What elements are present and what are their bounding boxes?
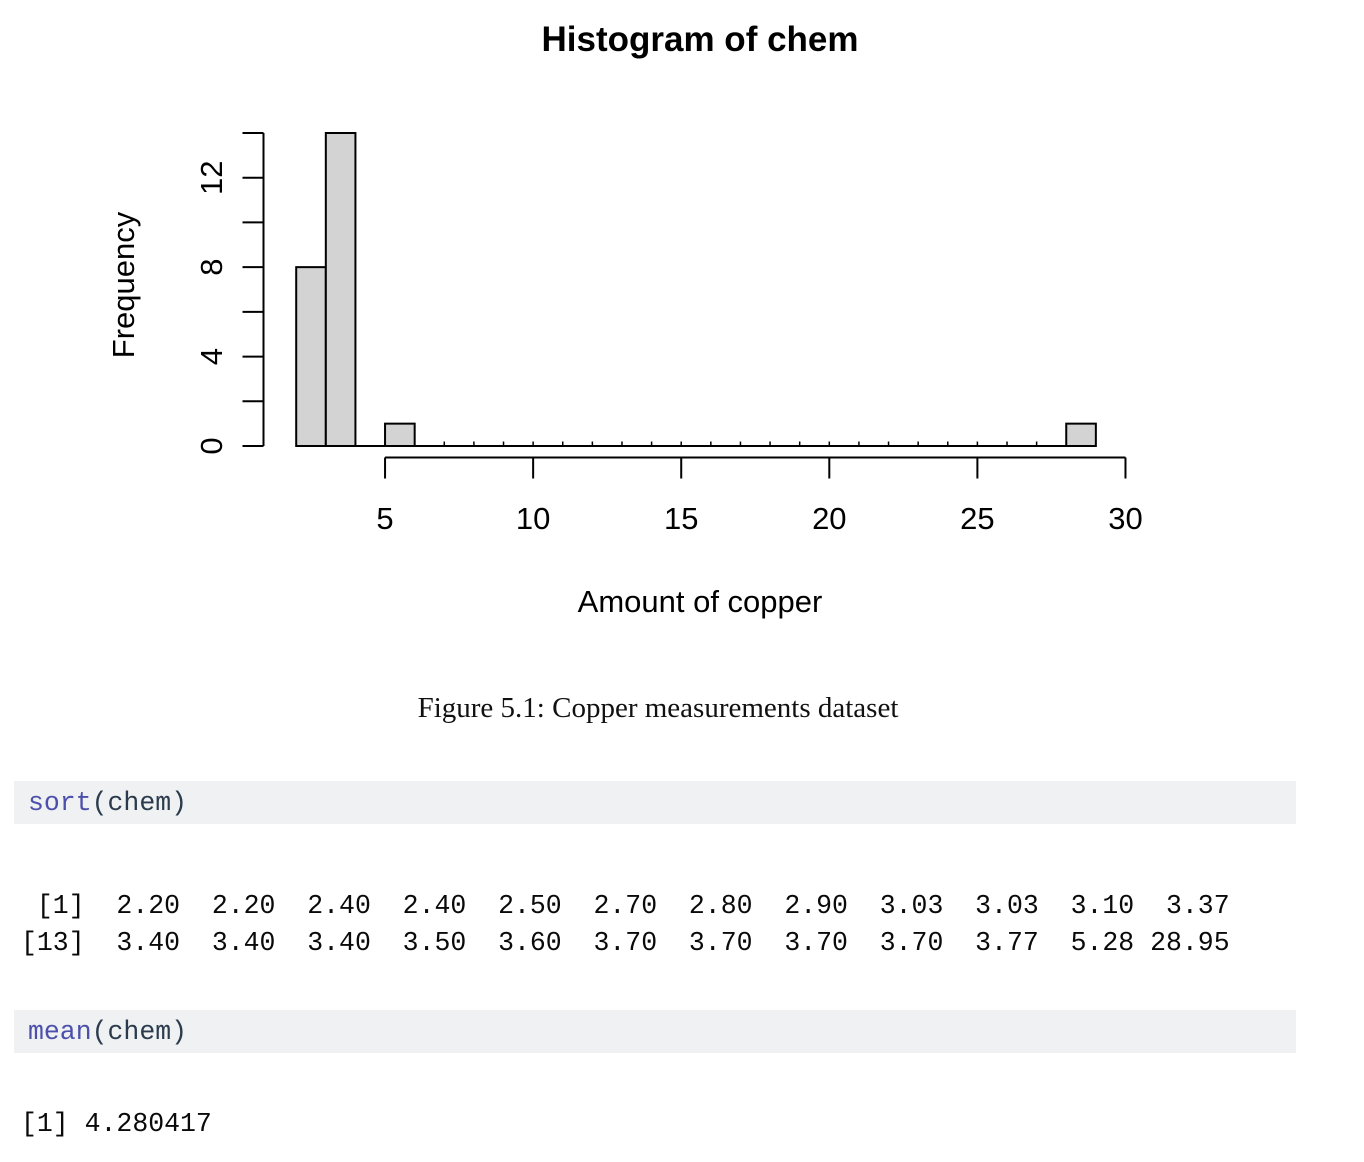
y-tick-label: 4 [194,348,229,365]
console-output-mean: [1] 4.280417 [21,1106,212,1143]
histogram-bar [384,422,416,448]
code-chunk-mean: mean(chem) [14,1010,1296,1053]
x-tick-label: 10 [516,501,550,536]
output-line: [13] 3.40 3.40 3.40 3.50 3.60 3.70 3.70 … [21,928,1230,958]
code-keyword: mean [28,1016,92,1047]
output-line: [1] 4.280417 [21,1109,212,1139]
code-line: sort(chem) [28,788,187,818]
output-line: [1] 2.20 2.20 2.40 2.40 2.50 2.70 2.80 2… [21,891,1230,921]
code-line: mean(chem) [28,1017,187,1047]
x-axis-label: Amount of copper [577,584,823,619]
x-tick-label: 30 [1108,501,1142,536]
histogram-bar [295,266,327,448]
console-output-sort: [1] 2.20 2.20 2.40 2.40 2.50 2.70 2.80 2… [21,888,1230,962]
x-tick-label: 15 [664,501,698,536]
x-tick-label: 5 [376,501,393,536]
histogram-plot: 0 4 8 12 5 10 15 20 25 30 [194,132,1143,536]
y-tick-label: 0 [194,437,229,454]
x-tick-label: 20 [812,501,846,536]
y-axis-label: Frequency [106,211,141,359]
code-rest: (chem) [91,787,188,818]
code-chunk-sort: sort(chem) [14,781,1296,824]
y-tick-label: 12 [194,160,229,194]
code-keyword: sort [28,787,92,818]
chart-title: Histogram of chem [541,20,859,59]
x-tick-label: 25 [960,501,994,536]
figure-caption: Figure 5.1: Copper measurements dataset [417,692,899,724]
histogram-bar [324,132,357,447]
code-rest: (chem) [91,1016,188,1047]
histogram-bar [1065,422,1097,448]
y-tick-label: 8 [194,259,229,276]
